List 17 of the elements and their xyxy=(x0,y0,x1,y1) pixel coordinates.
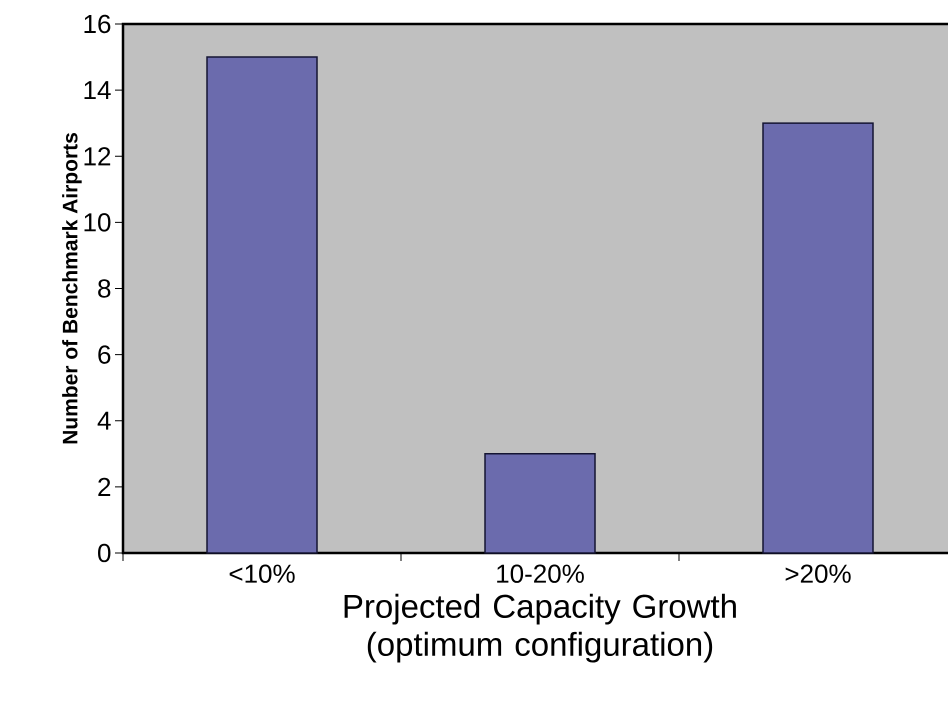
y-tick-label: 6 xyxy=(98,345,110,364)
x-tick-label: 10-20% xyxy=(497,564,584,583)
x-axis-title: Projected Capacity Growth (optimum configuration) xyxy=(344,594,736,663)
y-tick-label: 10 xyxy=(84,213,110,232)
bar xyxy=(762,122,874,554)
y-tick-label: 0 xyxy=(98,544,110,562)
y-tick-label: 12 xyxy=(84,147,110,166)
y-tick-label: 2 xyxy=(98,478,110,496)
y-tick-label: 16 xyxy=(84,14,110,34)
bar xyxy=(484,453,596,554)
x-tick-label: <10% xyxy=(230,564,295,583)
x-tick-label: >20% xyxy=(786,564,851,583)
y-tick-label: 14 xyxy=(84,81,111,100)
y-tick-label: 4 xyxy=(98,412,111,430)
bar xyxy=(206,56,318,554)
y-axis-title: Number of Benchmark Airports xyxy=(62,133,82,444)
y-tick-label: 8 xyxy=(98,279,110,298)
